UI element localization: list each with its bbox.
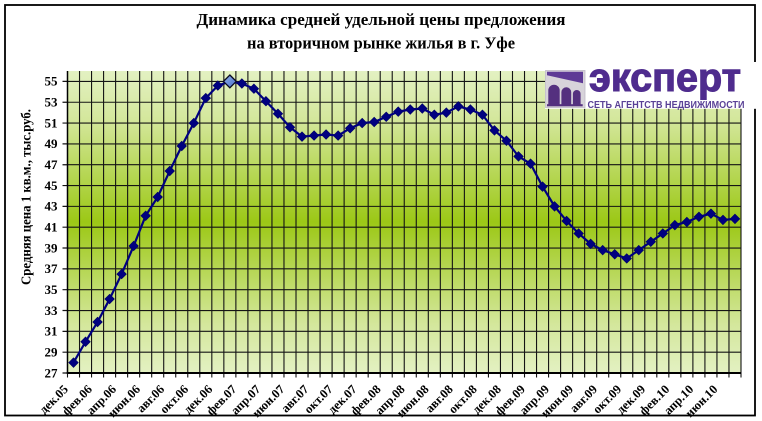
svg-text:47: 47	[45, 157, 59, 172]
svg-text:СЕТЬ АГЕНТСТВ НЕДВИЖИМОСТИ: СЕТЬ АГЕНТСТВ НЕДВИЖИМОСТИ	[588, 99, 745, 111]
svg-text:Динамика средней удельной цены: Динамика средней удельной цены предложен…	[197, 10, 566, 29]
svg-text:51: 51	[45, 115, 58, 130]
svg-text:41: 41	[45, 220, 58, 235]
svg-text:33: 33	[45, 303, 59, 318]
svg-text:49: 49	[45, 136, 59, 151]
svg-text:27: 27	[45, 365, 59, 380]
svg-text:29: 29	[45, 344, 59, 359]
svg-text:39: 39	[45, 240, 59, 255]
svg-text:эксперт: эксперт	[589, 56, 741, 100]
svg-text:55: 55	[45, 74, 59, 89]
svg-text:43: 43	[45, 199, 59, 214]
svg-text:31: 31	[45, 324, 58, 339]
svg-text:37: 37	[45, 261, 59, 276]
svg-text:53: 53	[45, 95, 59, 110]
svg-text:45: 45	[45, 178, 59, 193]
svg-text:35: 35	[45, 282, 59, 297]
svg-text:на вторичном рынке жилья в г.: на вторичном рынке жилья в г. Уфе	[247, 34, 515, 53]
svg-text:Средняя цена 1 кв.м., тыс.руб.: Средняя цена 1 кв.м., тыс.руб.	[19, 109, 34, 285]
